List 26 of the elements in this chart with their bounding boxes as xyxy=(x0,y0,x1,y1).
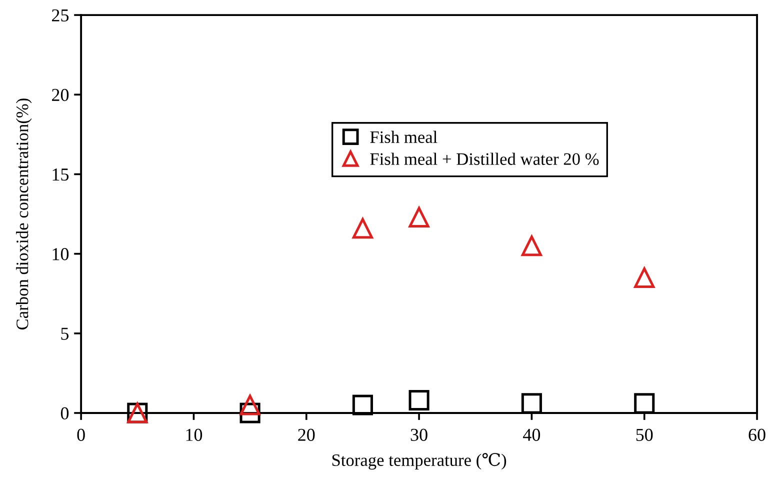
y-tick-label: 0 xyxy=(60,407,69,420)
y-axis-title: Carbon dioxide concentration(%) xyxy=(16,98,32,330)
x-tick-label: 20 xyxy=(298,428,315,441)
legend-label: Fish meal xyxy=(370,130,438,144)
x-tick-label: 0 xyxy=(77,428,85,441)
x-axis-title: Storage temperature (℃) xyxy=(332,452,506,470)
y-tick-label: 10 xyxy=(52,248,69,260)
point xyxy=(240,394,260,416)
x-tick-label: 40 xyxy=(523,428,540,441)
point xyxy=(352,218,373,239)
point xyxy=(408,390,430,411)
x-tick-label: 10 xyxy=(186,428,202,441)
point xyxy=(634,393,655,414)
y-tick-label: 20 xyxy=(52,88,69,102)
point xyxy=(634,267,655,288)
x-tick-label: 60 xyxy=(748,428,766,441)
x-tick-label: 50 xyxy=(636,428,653,441)
legend-label: Fish meal + Distilled water 20 % xyxy=(370,152,599,165)
y-tick-label: 25 xyxy=(52,9,69,22)
point xyxy=(521,393,542,414)
point xyxy=(521,236,542,256)
point xyxy=(352,394,373,416)
y-tick-label: 5 xyxy=(61,328,69,340)
point xyxy=(408,206,430,228)
x-tick-label: 30 xyxy=(410,428,428,441)
y-tick-label: 15 xyxy=(52,168,69,181)
